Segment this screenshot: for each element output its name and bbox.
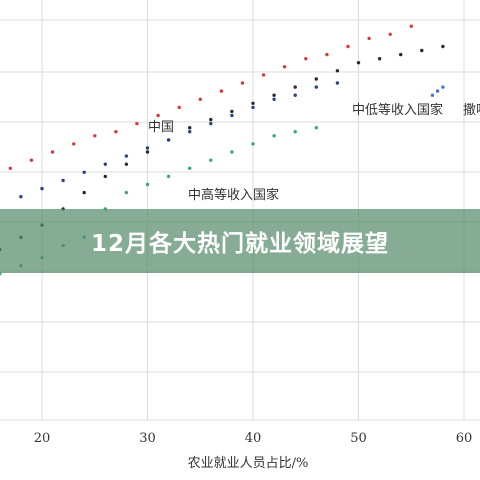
data-point-china [198, 97, 202, 102]
data-point-china [72, 142, 76, 146]
data-point-lower_middle [314, 85, 318, 89]
data-point-lower_middle [335, 81, 340, 85]
data-point-china [367, 36, 371, 41]
data-point-lower_middle [188, 130, 192, 134]
data-point-china [50, 150, 55, 154]
data-point-other [124, 190, 129, 195]
data-point-china [177, 105, 181, 110]
data-point-upper_middle [377, 57, 382, 61]
annotation-ssa: 撒哈拉以南 [463, 102, 480, 118]
data-point-upper_middle [399, 52, 403, 57]
data-point-china [114, 130, 118, 134]
data-point-lower_middle [293, 93, 297, 97]
data-point-ssa [441, 85, 445, 89]
data-point-lower_middle [82, 170, 86, 174]
data-point-lower_middle [103, 162, 108, 166]
data-point-lower_middle [145, 146, 150, 150]
title-banner: 12月各大热门就业领域展望 [0, 209, 480, 273]
data-point-china [135, 121, 139, 126]
data-point-other [209, 158, 213, 162]
x-tick-label: 60 [456, 431, 473, 446]
data-point-upper_middle [335, 69, 340, 73]
x-tick-label: 30 [139, 431, 156, 446]
data-point-upper_middle [251, 101, 255, 106]
x-axis-title: 农业就业人员占比/% [188, 456, 309, 471]
x-tick-labels: 20 30 40 50 60 [34, 431, 473, 446]
annotation-lower-middle: 中低等收入国家 [352, 102, 443, 118]
data-point-other [272, 134, 276, 138]
data-point-other [188, 166, 192, 170]
data-point-lower_middle [40, 186, 44, 191]
data-point-lower_middle [209, 121, 213, 126]
data-point-china [304, 57, 308, 61]
data-point-upper_middle [188, 126, 192, 130]
data-point-ssa [435, 89, 440, 93]
data-point-other [145, 182, 150, 187]
data-point-upper_middle [103, 174, 108, 179]
data-point-lower_middle [230, 113, 234, 118]
data-point-upper_middle [145, 150, 150, 154]
data-point-china [219, 89, 224, 93]
banner-title: 12月各大热门就业领域展望 [90, 231, 389, 257]
data-point-upper_middle [356, 61, 361, 65]
x-tick-label: 50 [350, 431, 367, 446]
data-point-china [409, 24, 413, 28]
data-point-other [314, 126, 318, 130]
data-point-lower_middle [19, 195, 23, 199]
data-point-china [156, 113, 160, 118]
data-point-other [230, 150, 234, 154]
data-point-upper_middle [441, 44, 445, 49]
data-point-upper_middle [293, 85, 297, 89]
data-point-china [325, 52, 329, 57]
data-point-upper_middle [209, 117, 213, 122]
data-point-lower_middle [61, 178, 65, 183]
x-tick-label: 40 [245, 431, 262, 446]
data-point-upper_middle [82, 190, 86, 195]
data-point-china [93, 134, 97, 138]
data-point-upper_middle [314, 77, 318, 81]
data-point-upper_middle [272, 93, 276, 97]
data-point-china [240, 81, 245, 85]
data-point-china [388, 32, 392, 36]
data-point-upper_middle [420, 48, 424, 53]
data-point-other [166, 174, 171, 179]
annotation-china: 中国 [148, 120, 174, 135]
data-point-lower_middle [272, 97, 276, 102]
data-point-lower_middle [124, 154, 129, 158]
data-point-other [251, 142, 255, 146]
data-point-upper_middle [230, 109, 234, 114]
data-point-upper_middle [124, 162, 129, 166]
data-point-other [293, 130, 297, 134]
data-point-lower_middle [166, 138, 171, 142]
data-point-china [29, 158, 34, 162]
data-point-china [8, 166, 12, 170]
data-point-lower_middle [251, 105, 255, 110]
data-point-china [261, 73, 266, 77]
data-point-china [282, 65, 287, 69]
data-point-china [346, 44, 350, 49]
data-point-ssa [430, 93, 435, 97]
annotation-upper-middle: 中高等收入国家 [188, 187, 279, 203]
x-tick-label: 20 [34, 431, 51, 446]
